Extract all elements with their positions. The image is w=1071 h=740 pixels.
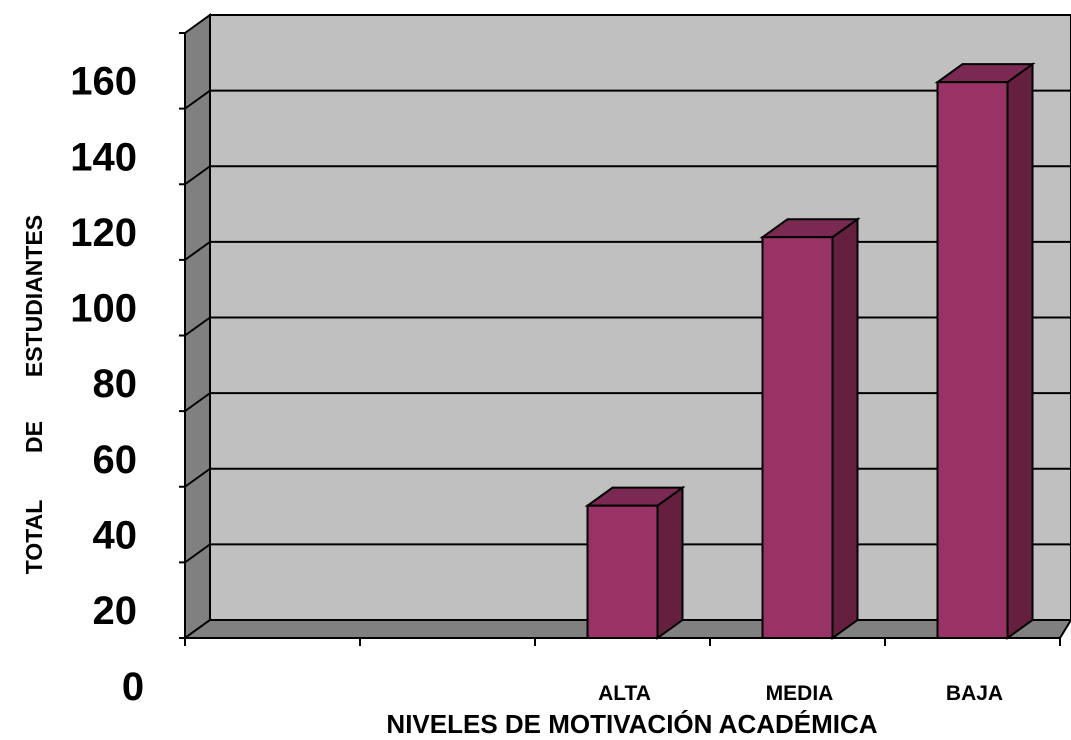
bars	[584, 62, 1036, 640]
y-axis-ticks: 0 20 40 60 80 100 120 140 160	[70, 32, 185, 709]
bar-front	[586, 504, 659, 639]
y-tick-label: 120	[70, 211, 137, 255]
bar-baja	[934, 62, 1036, 640]
gridline-side	[184, 543, 211, 564]
y-tick-label: 40	[93, 513, 138, 557]
gridline-side	[184, 165, 211, 186]
y-tick-label: 160	[70, 60, 137, 104]
gridline-side	[184, 392, 211, 412]
y-tick-label: 100	[70, 287, 137, 331]
x-axis-title: NIVELES DE MOTIVACIÓN ACADÉMICA	[386, 709, 877, 739]
category-labels: ALTA MEDIA BAJA	[598, 682, 1003, 705]
bar-alta	[584, 485, 686, 640]
y-axis-title-word-2: DE	[21, 421, 47, 453]
bar-media	[759, 217, 861, 640]
y-axis-title-word-1: TOTAL	[21, 500, 47, 575]
gridline-side	[184, 467, 211, 488]
y-tick-label: 80	[93, 362, 138, 406]
gridline-side	[184, 89, 211, 110]
y-tick-label: 20	[93, 589, 138, 633]
category-label: MEDIA	[766, 682, 834, 705]
category-label: ALTA	[598, 682, 651, 705]
bar-front	[761, 236, 834, 639]
gridline-side	[184, 241, 211, 261]
bar-side	[831, 217, 859, 640]
y-tick-label: 0	[122, 665, 144, 709]
category-label: BAJA	[946, 682, 1003, 705]
bar-side	[1006, 62, 1034, 640]
gridline-side	[184, 316, 211, 337]
y-tick-label: 140	[70, 135, 137, 179]
gridlines	[184, 89, 1071, 564]
x-axis-ticks	[184, 638, 1061, 646]
bar-side	[656, 485, 684, 640]
y-tick-label: 60	[93, 438, 138, 482]
bar-front	[936, 81, 1009, 639]
y-axis-title-word-3: ESTUDIANTES	[21, 215, 47, 377]
